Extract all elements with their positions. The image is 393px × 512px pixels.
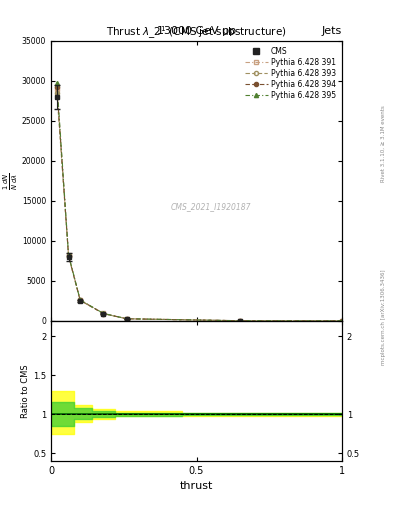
Pythia 6.428 393 (78, 297, 83, 304)
Pythia 6.428 393 (124, 316, 129, 322)
Pythia 6.428 391 (124, 316, 129, 322)
Pythia 6.428 393 (101, 311, 106, 317)
Line: Pythia 6.428 394: Pythia 6.428 394 (55, 86, 344, 323)
Line: Pythia 6.428 391: Pythia 6.428 391 (55, 87, 344, 323)
Pythia 6.428 394 (124, 316, 129, 322)
Pythia 6.428 393 (55, 90, 59, 96)
Line: Pythia 6.428 393: Pythia 6.428 393 (55, 91, 344, 323)
Pythia 6.428 393 (66, 253, 71, 259)
Pythia 6.428 395 (238, 317, 242, 324)
Pythia 6.428 391 (55, 86, 59, 92)
X-axis label: thrust: thrust (180, 481, 213, 491)
Pythia 6.428 393 (340, 318, 344, 324)
Text: Rivet 3.1.10, ≥ 3.1M events: Rivet 3.1.10, ≥ 3.1M events (381, 105, 386, 182)
Pythia 6.428 395 (78, 297, 83, 303)
Legend: CMS, Pythia 6.428 391, Pythia 6.428 393, Pythia 6.428 394, Pythia 6.428 395: CMS, Pythia 6.428 391, Pythia 6.428 393,… (242, 45, 338, 102)
Pythia 6.428 394 (101, 310, 106, 316)
Text: CMS_2021_I1920187: CMS_2021_I1920187 (171, 202, 251, 211)
Pythia 6.428 395 (124, 316, 129, 322)
Pythia 6.428 393 (238, 317, 242, 324)
Pythia 6.428 391 (238, 317, 242, 324)
Pythia 6.428 394 (78, 297, 83, 303)
Text: Jets: Jets (321, 26, 342, 36)
Pythia 6.428 395 (55, 79, 59, 86)
Pythia 6.428 394 (55, 84, 59, 91)
Pythia 6.428 395 (101, 310, 106, 316)
Y-axis label: Ratio to CMS: Ratio to CMS (21, 364, 30, 418)
Pythia 6.428 395 (340, 318, 344, 324)
Pythia 6.428 395 (66, 252, 71, 258)
Pythia 6.428 391 (78, 297, 83, 303)
Pythia 6.428 391 (340, 318, 344, 324)
Y-axis label: $\frac{1}{N}\frac{dN}{d\lambda}$: $\frac{1}{N}\frac{dN}{d\lambda}$ (2, 172, 20, 190)
Pythia 6.428 391 (101, 310, 106, 316)
Pythia 6.428 391 (66, 252, 71, 259)
Title: Thrust $\lambda$_2$^1$ (CMS jet substructure): Thrust $\lambda$_2$^1$ (CMS jet substruc… (106, 25, 287, 41)
Pythia 6.428 394 (66, 252, 71, 259)
Line: Pythia 6.428 395: Pythia 6.428 395 (55, 80, 344, 323)
Pythia 6.428 394 (238, 317, 242, 324)
Text: 13000 GeV pp: 13000 GeV pp (157, 26, 236, 36)
Text: mcplots.cern.ch [arXiv:1306.3436]: mcplots.cern.ch [arXiv:1306.3436] (381, 270, 386, 365)
Pythia 6.428 394 (340, 318, 344, 324)
